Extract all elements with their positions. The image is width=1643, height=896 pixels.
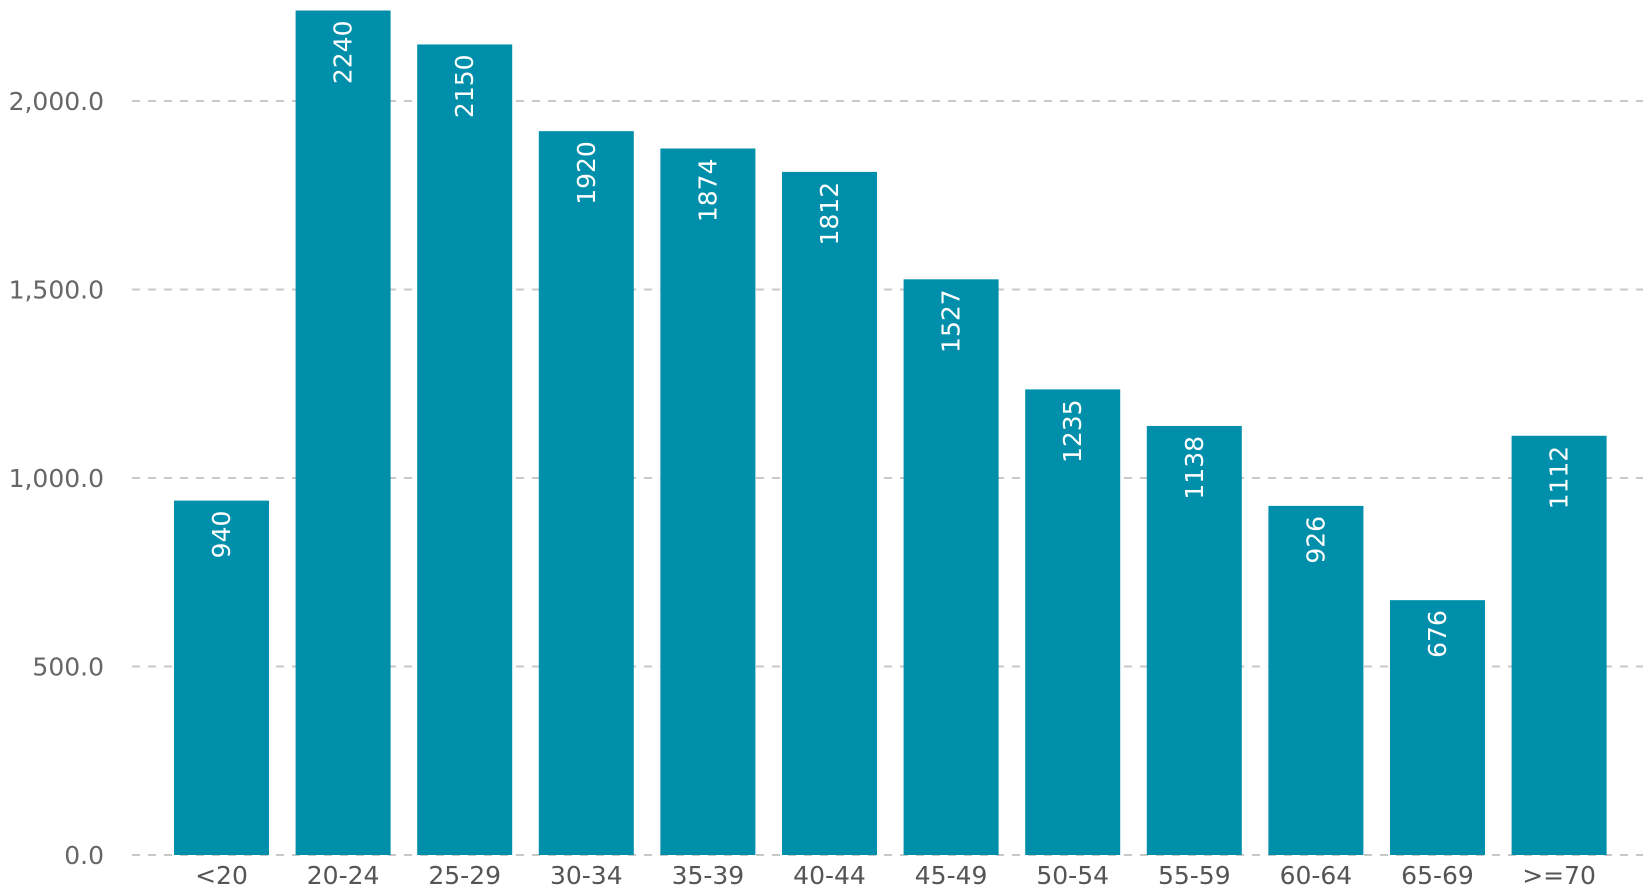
x-tick-label: 55-59 [1158,861,1231,890]
x-tick-label: 40-44 [793,861,866,890]
bar-data-label: 1527 [937,289,966,353]
bar [1025,389,1121,855]
x-tick-label: 25-29 [428,861,501,890]
bar [1268,505,1364,855]
x-tick-label: 50-54 [1036,861,1109,890]
bar [782,171,877,856]
bar [174,500,269,855]
y-tick-label: 2,000.0 [9,87,104,116]
x-tick-label: 45-49 [915,861,988,890]
x-tick-label: 35-39 [672,861,745,890]
bar [417,44,513,855]
bar [1146,425,1242,855]
bar [538,131,634,855]
bar [295,10,391,855]
x-tick-label: 65-69 [1401,861,1474,890]
bar-data-label: 2240 [329,21,358,85]
y-tick-label: 500.0 [32,653,104,682]
bar [903,279,999,855]
bar-data-label: 676 [1423,610,1452,658]
x-tick-label: 20-24 [307,861,380,890]
bar [1511,435,1607,855]
bar-data-label: 1812 [815,182,844,246]
bar-data-label: 2150 [450,54,479,118]
bar-data-label: 940 [207,511,236,559]
y-tick-label: 1,000.0 [9,464,104,493]
data-label-layer: 940 2240 2150 1920 1874 1812 1527 1235 1138 926 67… [207,21,1574,658]
bar-data-label: 1138 [1180,436,1209,500]
y-axis: 0.0 500.0 1,000.0 1,500.0 2,000.0 [9,87,104,870]
bar [660,148,756,855]
x-tick-label: >=70 [1522,861,1596,890]
x-tick-label: <20 [195,861,248,890]
grid-layer [132,100,1643,856]
bar-data-label: 926 [1301,516,1330,564]
bar-data-label: 1874 [693,159,722,223]
bar-layer [174,10,1607,856]
bar-data-label: 1920 [572,141,601,205]
bar-data-label: 1112 [1545,446,1574,510]
x-tick-label: 60-64 [1280,861,1353,890]
y-tick-label: 0.0 [64,841,104,870]
bar [1390,600,1485,855]
x-axis: <20 20-24 25-29 30-34 35-39 40-44 45-49 50-54 55… [195,861,1596,890]
bar-data-label: 1235 [1058,399,1087,463]
y-tick-label: 1,500.0 [9,276,104,305]
x-tick-label: 30-34 [550,861,623,890]
